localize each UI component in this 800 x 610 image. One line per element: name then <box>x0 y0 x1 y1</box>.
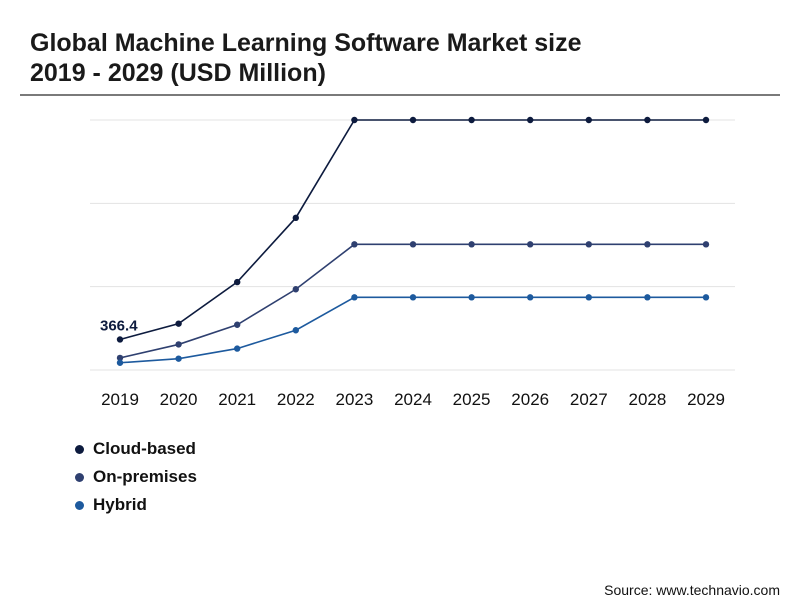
legend-marker <box>75 444 84 454</box>
data-point <box>116 336 124 343</box>
legend-item: Cloud-based <box>75 435 197 463</box>
x-tick-label: 2022 <box>277 390 315 409</box>
x-tick-label: 2029 <box>687 390 725 409</box>
data-point <box>527 294 534 301</box>
data-point <box>175 355 182 362</box>
data-point <box>644 294 651 301</box>
data-point <box>644 116 651 124</box>
legend-label: On-premises <box>93 467 197 486</box>
chart-title-line-1: Global Machine Learning Software Market … <box>30 29 582 57</box>
legend-marker <box>75 500 84 510</box>
x-tick-label: 2024 <box>394 390 432 409</box>
data-point <box>116 354 124 362</box>
data-point <box>292 286 299 293</box>
data-point <box>585 241 592 248</box>
legend-item: On-premises <box>75 463 197 491</box>
line-chart: 2019 2020 2021 2022 2023 2024 2025 2026 2027 2028… <box>90 116 735 409</box>
x-tick-label: 2019 <box>101 390 139 409</box>
data-point <box>585 116 592 124</box>
chart-title-line-2: 2019 - 2029 (USD Million) <box>30 59 326 87</box>
data-point <box>702 294 710 301</box>
series-line-cloud-based <box>119 119 706 341</box>
data-point <box>702 241 710 248</box>
legend-item: Hybrid <box>75 491 197 519</box>
source-note: Source: www.technavio.com <box>604 582 780 598</box>
legend-label: Cloud-based <box>93 439 196 458</box>
data-point <box>409 116 417 124</box>
data-point <box>527 116 534 124</box>
chart-legend: Cloud-based On-premises Hybrid <box>75 435 197 519</box>
data-point <box>468 294 475 301</box>
data-point <box>409 241 417 248</box>
x-tick-label: 2020 <box>160 390 198 409</box>
data-point <box>234 278 241 286</box>
x-tick-label: 2028 <box>628 390 666 409</box>
x-tick-label: 2025 <box>453 390 491 409</box>
legend-label: Hybrid <box>93 495 147 514</box>
data-point <box>409 294 417 301</box>
x-tick-label: 2026 <box>511 390 549 409</box>
data-point <box>468 241 475 248</box>
data-point <box>702 116 710 124</box>
data-point <box>175 320 182 327</box>
data-point <box>234 345 241 352</box>
series-line-hybrid <box>119 296 706 364</box>
x-tick-label: 2023 <box>335 390 373 409</box>
series-line-on-premises <box>119 243 706 359</box>
data-point <box>351 241 358 248</box>
data-point <box>175 341 182 348</box>
x-tick-label: 2021 <box>218 390 256 409</box>
data-point <box>292 214 299 222</box>
data-point <box>585 294 592 301</box>
x-tick-label: 2027 <box>570 390 608 409</box>
data-point <box>351 294 358 301</box>
legend-marker <box>75 472 84 482</box>
chart-title: Global Machine Learning Software Market … <box>30 28 770 88</box>
data-point <box>351 116 358 124</box>
data-point <box>644 241 651 248</box>
data-point <box>468 116 475 124</box>
data-point <box>292 327 299 334</box>
title-divider <box>20 94 780 96</box>
data-point <box>116 359 124 366</box>
data-label: 366.4 <box>100 317 138 334</box>
data-point <box>527 241 534 248</box>
data-point <box>234 321 241 328</box>
